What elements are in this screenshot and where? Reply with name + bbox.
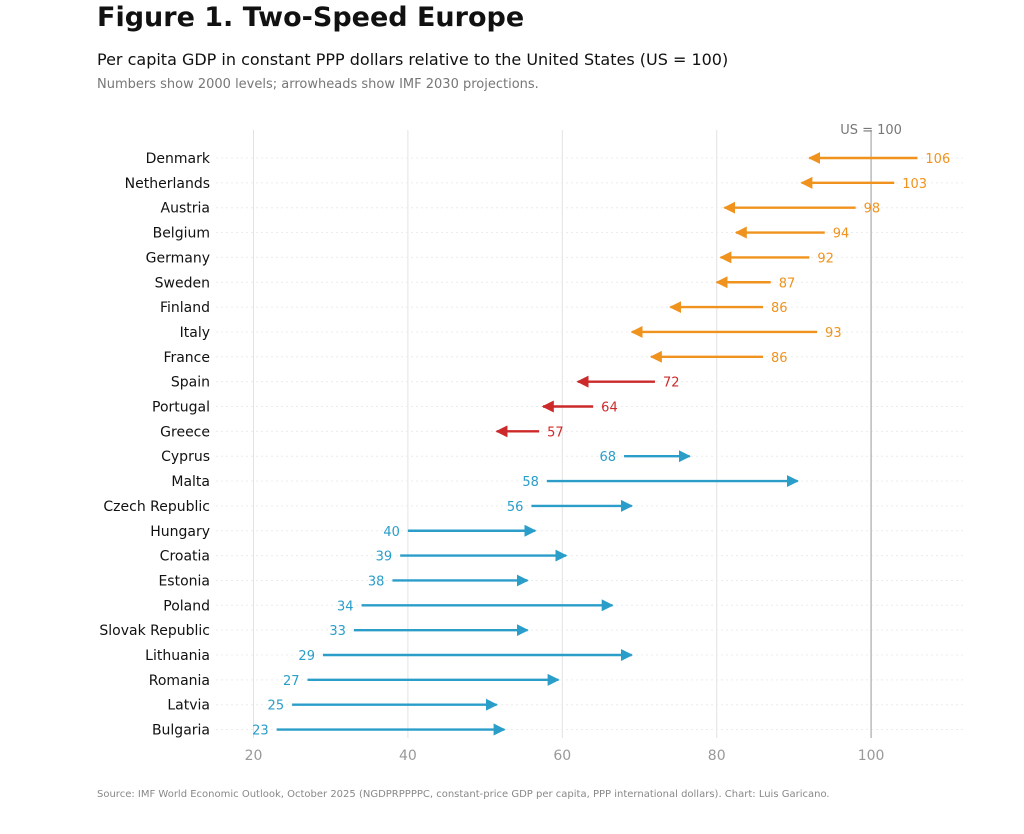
row-poland: Poland 34 [163, 598, 614, 614]
row-portugal: Portugal 64 [152, 400, 618, 416]
country-label: Slovak Republic [99, 623, 210, 639]
value-2000-label: 23 [252, 724, 269, 739]
row-austria: Austria 98 [161, 201, 881, 217]
value-2000-label: 39 [376, 550, 393, 565]
row-romania: Romania 27 [149, 673, 560, 689]
country-label: Croatia [160, 549, 210, 565]
reference-line-group: US = 100 [840, 123, 902, 738]
row-finland: Finland 86 [160, 300, 788, 316]
country-label: Portugal [152, 400, 210, 416]
country-label: Estonia [158, 573, 210, 589]
row-denmark: Denmark 106 [146, 151, 951, 167]
country-label: Poland [163, 598, 210, 614]
value-2000-label: 64 [601, 401, 618, 416]
country-label: Czech Republic [103, 499, 210, 515]
country-label: Romania [149, 673, 210, 689]
value-2000-label: 86 [771, 301, 788, 316]
x-tick-label: 100 [858, 748, 885, 764]
chart-note: Numbers show 2000 levels; arrowheads sho… [97, 77, 539, 92]
country-label: Spain [171, 375, 210, 391]
row-netherlands: Netherlands 103 [125, 176, 927, 192]
country-label: Latvia [167, 698, 210, 714]
row-sweden: Sweden 87 [155, 275, 796, 291]
value-2000-label: 58 [522, 475, 539, 490]
grid-layer [216, 130, 965, 738]
value-2000-label: 93 [825, 326, 842, 341]
value-2000-label: 86 [771, 351, 788, 366]
country-label: Hungary [150, 524, 210, 540]
row-estonia: Estonia 38 [158, 573, 529, 589]
value-2000-label: 106 [925, 152, 950, 167]
x-tick-label: 60 [553, 748, 571, 764]
country-label: Netherlands [125, 176, 210, 192]
country-label: Belgium [153, 226, 210, 242]
country-label: Cyprus [161, 449, 210, 465]
source-note: Source: IMF World Economic Outlook, Octo… [97, 789, 830, 800]
value-2000-label: 25 [268, 699, 285, 714]
row-belgium: Belgium 94 [153, 226, 850, 242]
value-2000-label: 40 [383, 525, 400, 540]
x-tick-label: 80 [708, 748, 726, 764]
row-lithuania: Lithuania 29 [145, 648, 633, 664]
country-label: Germany [146, 250, 210, 266]
value-2000-label: 34 [337, 599, 354, 614]
row-spain: Spain 72 [171, 375, 680, 391]
row-germany: Germany 92 [146, 250, 834, 266]
value-2000-label: 87 [779, 276, 796, 291]
value-2000-label: 72 [663, 376, 680, 391]
x-axis-ticks: 20 40 60 80 100 [245, 748, 885, 764]
chart-title: Figure 1. Two-Speed Europe [97, 2, 525, 33]
row-slovak-republic: Slovak Republic 33 [99, 623, 529, 639]
value-2000-label: 94 [833, 227, 850, 242]
value-2000-label: 56 [507, 500, 524, 515]
value-2000-label: 68 [600, 450, 617, 465]
country-label: Lithuania [145, 648, 210, 664]
row-italy: Italy 93 [180, 325, 842, 341]
country-label: Sweden [155, 275, 210, 291]
country-label: Bulgaria [152, 723, 210, 739]
value-2000-label: 98 [864, 202, 881, 217]
value-2000-label: 33 [329, 624, 346, 639]
row-greece: Greece 57 [160, 424, 564, 440]
x-tick-label: 40 [399, 748, 417, 764]
value-2000-label: 92 [817, 251, 834, 266]
country-label: Denmark [146, 151, 211, 167]
country-label: Malta [171, 474, 210, 490]
x-tick-label: 20 [245, 748, 263, 764]
country-label: Italy [180, 325, 210, 341]
row-malta: Malta 58 [171, 474, 799, 490]
value-2000-label: 27 [283, 674, 300, 689]
row-czech-republic: Czech Republic 56 [103, 499, 633, 515]
value-2000-label: 57 [547, 425, 564, 440]
row-croatia: Croatia 39 [160, 549, 568, 565]
country-label: France [163, 350, 210, 366]
row-cyprus: Cyprus 68 [161, 449, 691, 465]
value-2000-label: 29 [298, 649, 315, 664]
country-label: Austria [161, 201, 210, 217]
row-france: France 86 [163, 350, 787, 366]
rows-group: Denmark 106 Netherlands 103 Austria 98 Belgium… [99, 151, 950, 739]
row-hungary: Hungary 40 [150, 524, 537, 540]
us-reference-label: US = 100 [840, 123, 902, 138]
country-label: Finland [160, 300, 210, 316]
country-label: Greece [160, 424, 210, 440]
value-2000-label: 103 [902, 177, 927, 192]
chart-subtitle: Per capita GDP in constant PPP dollars r… [97, 50, 729, 69]
row-bulgaria: Bulgaria 23 [152, 723, 506, 739]
value-2000-label: 38 [368, 574, 385, 589]
row-latvia: Latvia 25 [167, 698, 498, 714]
